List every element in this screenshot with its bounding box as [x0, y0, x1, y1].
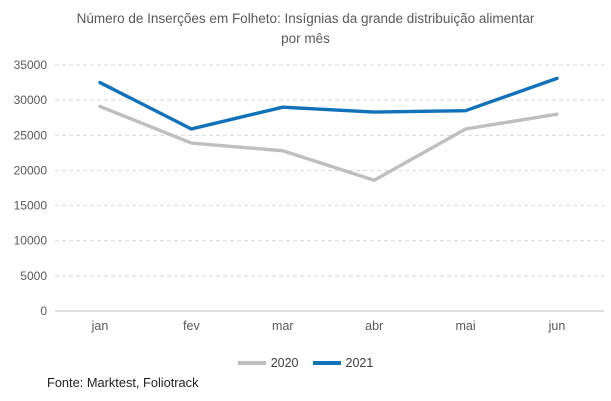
source-note: Fonte: Marktest, Foliotrack	[47, 375, 199, 390]
legend-label-2020: 2020	[270, 356, 299, 370]
y-tick-label: 5000	[20, 269, 47, 283]
plot-area: 0 5000 10000 15000 20000 25000 30000 35000 jan fe…	[14, 58, 604, 333]
y-tick-label: 25000	[14, 128, 48, 142]
y-tick-label: 35000	[14, 58, 48, 72]
x-tick-label-mar: mar	[272, 319, 294, 333]
x-tick-label-jan: jan	[91, 319, 109, 333]
y-tick-label: 10000	[14, 234, 48, 248]
series-line-2020	[98, 104, 559, 182]
legend-item-2020: 2020	[237, 356, 299, 370]
x-tick-label-jun: jun	[548, 319, 566, 333]
legend-swatch-2020	[237, 361, 266, 365]
y-tick-label: 20000	[14, 163, 48, 177]
legend: 2020 2021	[0, 356, 611, 370]
chart-title-line2: por mês	[281, 31, 330, 46]
legend-swatch-2021	[312, 361, 341, 365]
y-tick-label: 0	[40, 304, 47, 318]
series-line-2021	[98, 76, 559, 131]
chart-title-line1: Número de Inserções em Folheto: Insígnia…	[76, 11, 535, 26]
x-tick-label-mai: mai	[456, 319, 476, 333]
legend-item-2021: 2021	[312, 356, 374, 370]
x-tick-label-abr: abr	[365, 319, 383, 333]
y-tick-label: 15000	[14, 199, 48, 213]
y-tick-label: 30000	[14, 93, 48, 107]
chart-title: Número de Inserções em Folheto: Insígnia…	[0, 9, 611, 49]
x-tick-label-fev: fev	[183, 319, 200, 333]
legend-label-2021: 2021	[345, 356, 374, 370]
